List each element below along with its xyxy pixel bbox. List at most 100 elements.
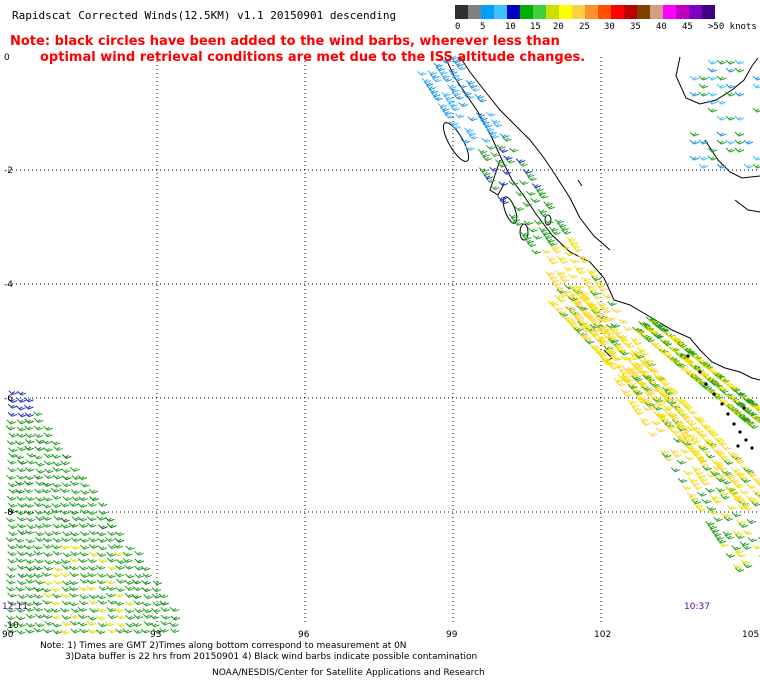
footer-line-3: NOAA/NESDIS/Center for Satellite Applica… <box>212 668 485 678</box>
wind-barb <box>26 517 36 523</box>
wind-barb <box>124 585 135 591</box>
wind-barb <box>70 467 80 472</box>
wind-barb <box>654 334 664 340</box>
wind-barb <box>619 350 629 356</box>
legend-label: 0 <box>455 22 461 32</box>
wind-barb <box>690 425 701 431</box>
wind-barb <box>115 628 125 634</box>
wind-barb <box>24 529 35 535</box>
wind-barb <box>743 505 753 511</box>
wind-barb <box>106 573 116 579</box>
wind-barb <box>24 418 35 424</box>
wind-barb <box>160 614 171 620</box>
wind-barb <box>16 432 27 438</box>
legend-swatch <box>598 5 611 19</box>
wind-barb <box>524 238 535 244</box>
wind-barb <box>597 352 608 358</box>
wind-barb <box>8 488 18 494</box>
wind-barb <box>705 520 715 526</box>
wind-barb <box>5 425 16 431</box>
wind-barb <box>44 531 54 537</box>
wind-barb <box>510 217 521 223</box>
wind-barb <box>464 127 474 133</box>
wind-barb <box>453 94 464 100</box>
wind-barb <box>86 510 97 515</box>
wind-barb <box>731 545 742 551</box>
wind-barb <box>24 425 34 431</box>
wind-barb <box>707 107 718 113</box>
wind-barb <box>16 390 27 396</box>
wind-barb <box>534 186 544 192</box>
wind-barb <box>68 592 79 598</box>
wind-barb <box>636 347 647 353</box>
legend-label: 45 <box>682 22 693 32</box>
wind-barb <box>467 83 478 89</box>
wind-barb <box>125 622 136 628</box>
wind-barb <box>531 249 541 255</box>
wind-barb <box>611 308 622 314</box>
longitude-labels: 90 93 96 99 102 105 <box>2 630 759 640</box>
wind-barb <box>32 600 43 606</box>
wind-barb <box>551 230 561 236</box>
wind-barb <box>689 131 700 137</box>
wind-barb <box>86 579 97 585</box>
wind-barb <box>698 75 709 81</box>
wind-barb <box>442 110 452 116</box>
wind-barb <box>6 628 17 634</box>
wind-barb <box>34 622 45 628</box>
contamination-dot <box>732 422 736 426</box>
wind-barb <box>69 614 80 620</box>
wind-barb <box>489 166 499 172</box>
wind-barb <box>24 503 34 508</box>
wind-barb <box>687 409 698 415</box>
wind-barb <box>618 337 629 343</box>
wind-barb <box>570 243 581 249</box>
wind-barb <box>61 454 72 459</box>
wind-barb <box>51 622 62 628</box>
wind-barb <box>17 459 27 465</box>
wind-barb <box>622 392 633 398</box>
wind-barb <box>62 580 72 586</box>
wind-barb <box>752 155 760 161</box>
wind-barb <box>107 544 118 550</box>
wind-barb <box>617 366 627 372</box>
lat-label: 0 <box>4 53 10 63</box>
wind-barb <box>689 75 700 81</box>
wind-barb <box>467 116 478 122</box>
wind-barb <box>79 537 90 543</box>
wind-barb <box>743 163 754 169</box>
wind-barb <box>639 351 649 357</box>
wind-barb <box>14 440 25 446</box>
wind-barb <box>33 411 43 417</box>
wind-barb <box>536 190 546 196</box>
wind-barb <box>698 477 709 483</box>
wind-barb <box>68 580 79 586</box>
wind-barb <box>725 91 736 97</box>
wind-barb <box>143 594 153 600</box>
wind-barb <box>98 585 109 591</box>
wind-barb <box>7 551 17 557</box>
wind-barb <box>684 359 695 365</box>
wind-barb <box>686 492 697 498</box>
wind-barb <box>515 191 526 197</box>
wind-barb <box>77 558 88 564</box>
wind-barb <box>741 544 752 550</box>
wind-barb <box>97 537 107 543</box>
wind-barb <box>442 77 453 83</box>
wind-barb <box>475 112 486 118</box>
wind-barb <box>159 600 169 606</box>
wind-barb <box>618 318 629 324</box>
wind-barb <box>441 91 451 97</box>
wind-barb <box>647 405 658 411</box>
wind-barb <box>697 457 708 463</box>
wind-barb <box>6 586 16 592</box>
wind-barb <box>125 600 135 606</box>
wind-barb <box>740 478 751 483</box>
wind-barb <box>69 565 79 571</box>
wind-barb <box>43 447 53 452</box>
legend-color-bar <box>455 5 715 19</box>
wind-barb <box>25 566 36 572</box>
wind-barb <box>497 195 507 201</box>
wind-barb <box>26 524 37 530</box>
wind-barb <box>134 573 145 579</box>
